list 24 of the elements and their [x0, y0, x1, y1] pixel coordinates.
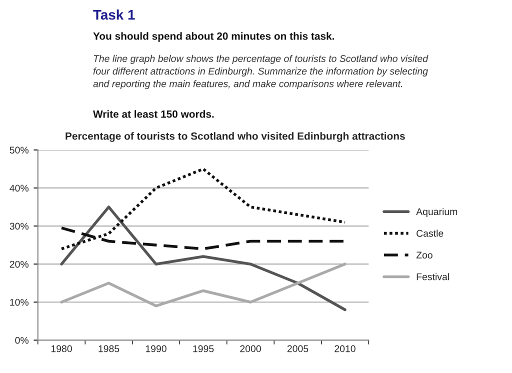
x-tick-label: 2010: [334, 345, 356, 352]
x-tick-label: 1985: [98, 345, 120, 352]
legend-label: Zoo: [416, 252, 432, 259]
y-tick-label: 30%: [10, 222, 29, 230]
chart-title: Task 1: [93, 10, 135, 20]
legend-label: Castle: [416, 230, 444, 237]
y-tick-label: 0%: [15, 336, 29, 344]
y-tick-label: 40%: [10, 184, 29, 192]
y-tick-label: 50%: [10, 146, 29, 154]
y-tick-label: 20%: [10, 260, 29, 268]
legend-label: Festival: [416, 273, 449, 280]
chart-subtitle: Percentage of tourists to Scotland who visited Edinburgh attractions: [66, 132, 405, 142]
line-series: [60, 206, 346, 312]
line-series: [60, 168, 346, 250]
x-tick-label: 1980: [51, 345, 72, 352]
legend-label: Aquarium: [416, 208, 458, 218]
text: Write at least 150 words.: [93, 110, 214, 118]
y-tick-label: 10%: [10, 298, 29, 306]
x-tick-label: 2005: [287, 345, 308, 352]
text: The line graph below shows the percentage of tourists to Scotland who visited four different attractions in Edinburgh. Summarize the information by selecting and reporting the main features, and make comparisons where relevant.: [93, 54, 428, 90]
x-tick-label: 2000: [240, 345, 261, 352]
text: You should spend about 20 minutes on this task.: [93, 32, 334, 42]
x-tick-label: 1990: [146, 345, 166, 352]
x-tick-label: 1995: [193, 345, 214, 352]
